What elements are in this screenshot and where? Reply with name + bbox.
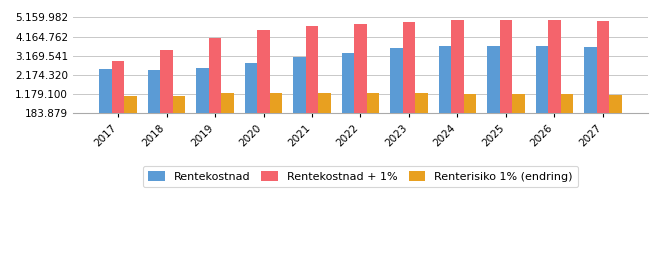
Bar — [561, 94, 573, 113]
Bar — [584, 47, 597, 113]
Bar — [438, 46, 452, 113]
Bar — [160, 50, 173, 113]
Bar — [257, 30, 270, 113]
Bar — [148, 70, 160, 113]
Bar — [500, 20, 512, 113]
Bar — [464, 94, 477, 113]
Bar — [402, 22, 415, 113]
Bar — [112, 61, 125, 113]
Bar — [609, 95, 622, 113]
Bar — [306, 26, 318, 113]
Bar — [452, 20, 464, 113]
Legend: Rentekostnad, Rentekostnad + 1%, Renterisiko 1% (endring): Rentekostnad, Rentekostnad + 1%, Renteri… — [143, 166, 578, 187]
Bar — [390, 48, 402, 113]
Bar — [548, 20, 561, 113]
Bar — [99, 69, 112, 113]
Bar — [512, 94, 525, 113]
Bar — [196, 68, 209, 113]
Bar — [293, 57, 306, 113]
Bar — [487, 46, 500, 113]
Bar — [597, 21, 609, 113]
Bar — [270, 93, 282, 113]
Bar — [415, 94, 428, 113]
Bar — [318, 93, 331, 113]
Bar — [367, 93, 379, 113]
Bar — [341, 53, 354, 113]
Bar — [354, 24, 367, 113]
Bar — [173, 96, 186, 113]
Bar — [221, 93, 234, 113]
Bar — [536, 46, 548, 113]
Bar — [125, 96, 137, 113]
Bar — [209, 38, 221, 113]
Bar — [245, 63, 257, 113]
